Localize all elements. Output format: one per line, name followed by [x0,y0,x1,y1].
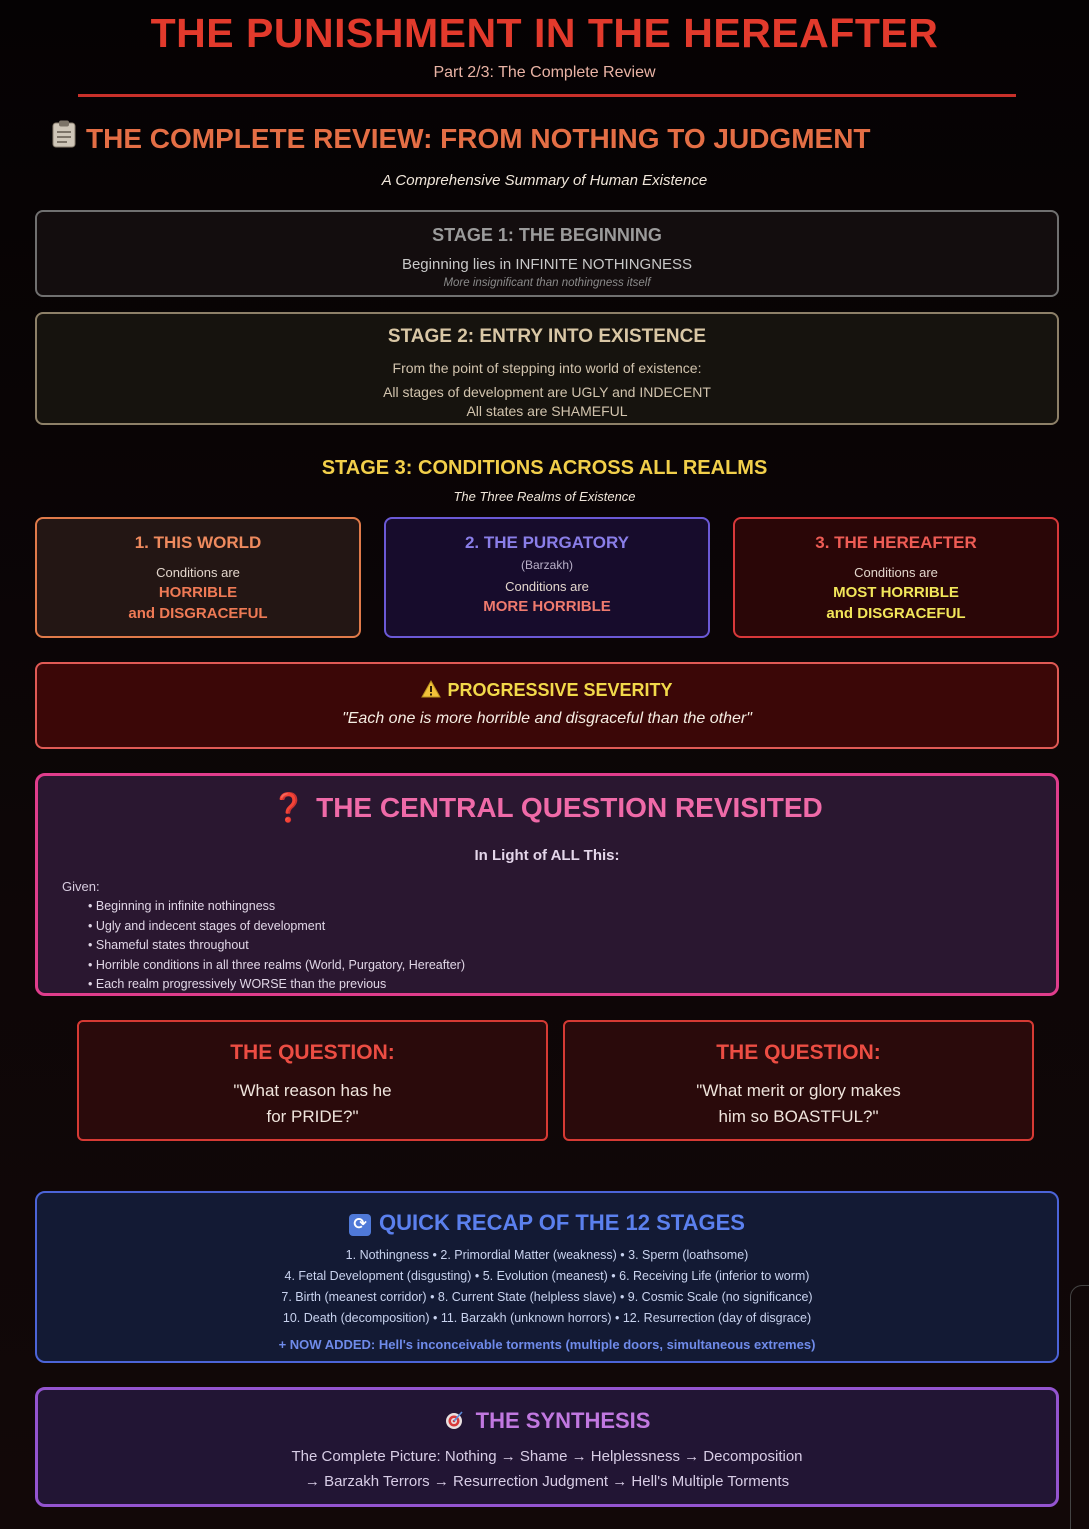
question-heading: THE QUESTION: [716,1041,881,1064]
synthesis-heading-text: THE SYNTHESIS [475,1408,651,1433]
repeat-icon: ⟳ [349,1214,372,1236]
recap-heading-text: QUICK RECAP OF THE 12 STAGES [379,1210,745,1235]
stage-2-line-3: All states are SHAMEFUL [466,403,628,419]
question-text: "What merit or glory makes him so BOASTF… [565,1078,1032,1130]
recap-row: 7. Birth (meanest corridor) • 8. Current… [281,1290,813,1304]
section-subheading: A Comprehensive Summary of Human Existen… [381,172,708,189]
stage-2-box: STAGE 2: ENTRY INTO EXISTENCE From the p… [35,312,1059,425]
central-question-heading: ❓ THE CENTRAL QUESTION REVISITED [38,791,1056,824]
realm-conditions: Conditions are [854,565,938,580]
question-line-2: for PRIDE?" [266,1107,359,1126]
clipboard-icon [52,120,78,155]
recap-heading: ⟳ QUICK RECAP OF THE 12 STAGES [37,1210,1057,1236]
synthesis-box: THE SYNTHESIS The Complete Picture: Noth… [35,1387,1059,1507]
realm-emphasis-1: MORE HORRIBLE [483,598,611,615]
list-item: Horrible conditions in all three realms … [88,958,465,978]
section-heading: THE COMPLETE REVIEW: FROM NOTHING TO JUD… [52,120,871,155]
stage-1-heading: STAGE 1: THE BEGINNING [432,225,662,245]
recap-added-note: + NOW ADDED: Hell's inconceivable tormen… [278,1337,816,1352]
stage-3-subheading: The Three Realms of Existence [453,489,636,504]
realm-title: 3. THE HEREAFTER [815,533,977,552]
realm-card-this-world: 1. THIS WORLD Conditions are HORRIBLE an… [35,517,361,638]
realm-title: 2. THE PURGATORY [464,533,630,552]
stage-1-subtext: More insignificant than nothingness itse… [443,277,651,289]
given-label: Given: [62,879,100,894]
realm-conditions: Conditions are [156,565,240,580]
central-question-box: ❓ THE CENTRAL QUESTION REVISITED In Light… [35,773,1059,996]
realm-conditions: Conditions are [505,579,589,594]
question-line-2: him so BOASTFUL?" [718,1107,879,1126]
list-item: Each realm progressively WORSE than the … [88,977,465,997]
realm-emphasis-2: and DISGRACEFUL [128,605,268,622]
stage-1-box: STAGE 1: THE BEGINNING Beginning lies in… [35,210,1059,297]
question-line-1: "What reason has he [233,1081,392,1100]
synthesis-line-2: → Barzakh Terrors → Resurrection Judgmen… [304,1473,790,1490]
synthesis-line-1: The Complete Picture: Nothing → Shame → … [291,1448,803,1465]
realm-card-hereafter: 3. THE HEREAFTER Conditions are MOST HOR… [733,517,1059,638]
warning-icon [421,679,442,701]
recap-row: 10. Death (decomposition) • 11. Barzakh … [282,1311,812,1325]
realm-card-purgatory: 2. THE PURGATORY (Barzakh) Conditions ar… [384,517,710,638]
realm-emphasis-1: MOST HORRIBLE [833,584,959,601]
realm-emphasis-2: and DISGRACEFUL [826,605,966,622]
stage-2-line-2: All stages of development are UGLY and I… [383,384,711,400]
question-box-pride: THE QUESTION: "What reason has he for PR… [77,1020,548,1141]
realm-title: 1. THIS WORLD [134,533,262,552]
title-divider [78,94,1016,97]
list-item: Beginning in infinite nothingness [88,899,465,919]
recap-row: 4. Fetal Development (disgusting) • 5. E… [284,1269,810,1283]
synthesis-heading: THE SYNTHESIS [38,1408,1056,1434]
question-mark-icon: ❓ [271,792,307,823]
given-list: Beginning in infinite nothingness Ugly a… [88,899,465,997]
severity-quote: "Each one is more horrible and disgracef… [342,710,752,727]
realm-note: (Barzakh) [520,558,573,572]
central-question-lead: In Light of ALL This: [474,847,620,864]
question-line-1: "What merit or glory makes [696,1081,901,1100]
question-box-boastful: THE QUESTION: "What merit or glory makes… [563,1020,1034,1141]
page-subtitle: Part 2/3: The Complete Review [433,64,656,81]
section-heading-text: THE COMPLETE REVIEW: FROM NOTHING TO JUD… [86,123,871,154]
question-text: "What reason has he for PRIDE?" [79,1078,546,1130]
severity-heading-text: PROGRESSIVE SEVERITY [447,680,673,700]
stage-2-heading: STAGE 2: ENTRY INTO EXISTENCE [387,326,707,347]
question-heading: THE QUESTION: [230,1041,395,1064]
severity-heading: PROGRESSIVE SEVERITY [37,679,1057,701]
list-item: Shameful states throughout [88,938,465,958]
target-icon [444,1408,470,1433]
recap-row: 1. Nothingness • 2. Primordial Matter (w… [345,1248,749,1262]
severity-box: PROGRESSIVE SEVERITY "Each one is more h… [35,662,1059,749]
recap-box: ⟳ QUICK RECAP OF THE 12 STAGES 1. Nothing… [35,1191,1059,1363]
scroll-handle[interactable] [1070,1285,1089,1529]
stage-2-line-1: From the point of stepping into world of… [392,360,702,376]
list-item: Ugly and indecent stages of development [88,919,465,939]
stage-1-text: Beginning lies in INFINITE NOTHINGNESS [401,256,693,273]
realm-emphasis-1: HORRIBLE [158,584,238,601]
page-title: THE PUNISHMENT IN THE HEREAFTER [150,10,939,56]
stage-3-heading: STAGE 3: CONDITIONS ACROSS ALL REALMS [321,457,768,479]
central-question-heading-text: THE CENTRAL QUESTION REVISITED [316,792,823,823]
